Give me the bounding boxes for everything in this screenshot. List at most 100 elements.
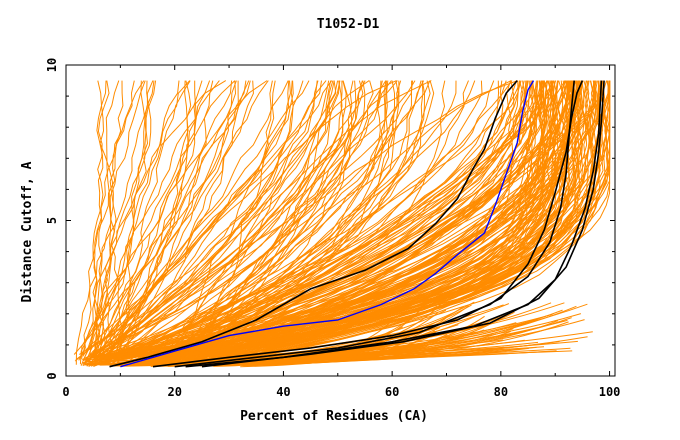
x-axis-label: Percent of Residues (CA) <box>240 409 428 424</box>
model-curve <box>100 80 576 357</box>
model-curve <box>78 80 145 361</box>
x-tick-label: 80 <box>494 385 508 399</box>
model-curve <box>87 80 197 362</box>
model-curve <box>88 80 269 366</box>
model-curve <box>78 80 294 355</box>
model-curve <box>83 80 363 365</box>
model-curve <box>82 80 545 362</box>
model-curve <box>88 80 191 362</box>
model-curve <box>117 80 192 356</box>
model-curve <box>149 80 514 355</box>
model-curve <box>94 80 110 360</box>
model-curve <box>91 80 584 366</box>
model-curve <box>98 80 414 361</box>
model-curve <box>151 80 596 360</box>
model-curve <box>164 80 398 356</box>
model-curve <box>104 80 124 358</box>
x-tick-label: 100 <box>599 385 621 399</box>
model-curve <box>123 80 353 360</box>
model-curve <box>94 80 120 356</box>
model-curve <box>90 80 431 367</box>
model-curve <box>124 80 382 364</box>
model-curve <box>92 80 135 356</box>
model-curve <box>186 80 595 367</box>
y-tick-label: 10 <box>45 58 59 72</box>
model-curve <box>105 80 604 355</box>
model-curve <box>216 80 549 367</box>
model-curve <box>75 80 339 361</box>
model-curve <box>91 80 332 357</box>
model-curve <box>175 80 476 364</box>
model-curve <box>147 80 566 363</box>
model-curve <box>191 80 343 364</box>
model-curve <box>170 80 446 366</box>
model-curve <box>140 80 512 365</box>
model-curve <box>186 80 538 360</box>
y-axis-label: Distance Cutoff, A <box>20 161 35 302</box>
model-curve <box>80 80 333 356</box>
axis-tick-labels: 0 20 40 60 80 100 0 5 10 <box>45 58 620 399</box>
model-curve <box>91 80 327 355</box>
model-curve <box>122 80 568 359</box>
model-curve <box>137 313 553 362</box>
x-tick-label: 60 <box>385 385 399 399</box>
model-curve <box>175 80 522 367</box>
model-curve <box>94 80 366 360</box>
model-curve <box>85 80 574 361</box>
model-curve <box>211 312 439 367</box>
chart-title: T1052-D1 <box>317 17 380 32</box>
model-curve <box>198 80 597 356</box>
model-curve <box>116 80 558 357</box>
model-curve <box>152 80 519 362</box>
model-curve <box>151 80 431 357</box>
model-curve <box>149 80 559 356</box>
x-tick-label: 40 <box>276 385 290 399</box>
model-curve <box>88 80 564 364</box>
y-tick-label: 5 <box>45 217 59 224</box>
model-curve <box>82 80 318 362</box>
model-curve <box>154 80 388 360</box>
model-curve <box>108 80 522 360</box>
model-curve <box>106 80 341 363</box>
y-tick-label: 0 <box>45 372 59 379</box>
highlight-model-curve <box>109 80 518 368</box>
model-curve <box>116 80 211 365</box>
background-model-lines <box>73 80 611 368</box>
model-curve <box>115 80 527 357</box>
model-curve <box>130 80 357 367</box>
model-curve <box>95 80 233 360</box>
model-curve <box>93 80 399 367</box>
x-tick-label: 0 <box>62 385 69 399</box>
highlight-model-curve <box>152 80 584 368</box>
model-curve <box>82 80 150 357</box>
highlight-model-curve <box>201 80 605 368</box>
highlight-model-curve <box>174 80 575 368</box>
model-curve <box>146 80 422 367</box>
model-curve <box>198 319 585 364</box>
model-curve <box>181 80 594 364</box>
model-curve <box>85 334 477 366</box>
x-tick-label: 20 <box>167 385 181 399</box>
model-curve <box>227 333 437 365</box>
model-curve <box>101 80 483 365</box>
highlight-model-curve <box>185 80 603 368</box>
model-curve <box>108 80 237 366</box>
model-curve <box>81 80 180 360</box>
model-curve <box>103 304 406 362</box>
model-curve <box>84 80 227 365</box>
model-curve <box>167 80 548 358</box>
model-curve <box>133 80 504 357</box>
model-curve <box>116 80 387 360</box>
highlight-model-lines <box>109 80 605 368</box>
model-curve <box>105 80 203 356</box>
model-curve <box>73 80 237 355</box>
model-curve <box>82 80 581 364</box>
model-curve <box>241 330 511 366</box>
model-curve <box>97 80 276 357</box>
model-curve <box>100 80 337 356</box>
model-curve <box>211 80 555 361</box>
model-curve <box>170 80 347 364</box>
axis-ticks <box>65 64 615 377</box>
model-curve <box>94 80 289 365</box>
